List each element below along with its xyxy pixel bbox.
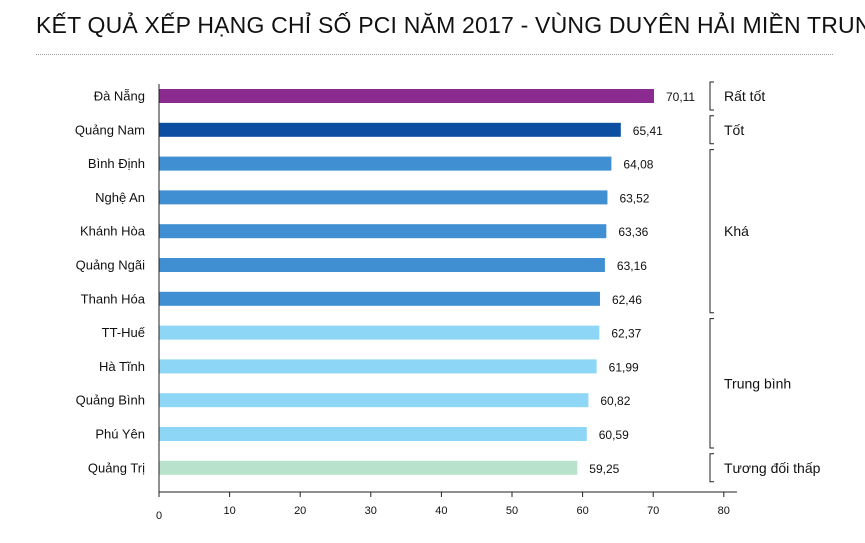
category-label: Hà Tĩnh (99, 359, 145, 374)
x-tick-label: 80 (718, 505, 730, 517)
category-label: TT-Huế (102, 325, 146, 340)
title-divider (36, 54, 833, 55)
data-label: 60,59 (599, 428, 629, 442)
chart-title: KẾT QUẢ XẾP HẠNG CHỈ SỐ PCI NĂM 2017 - V… (36, 12, 865, 38)
x-tick-label: 20 (294, 505, 306, 517)
group-bracket (709, 453, 714, 483)
bar (159, 190, 608, 205)
data-label: 63,36 (618, 225, 648, 239)
data-label: 63,16 (617, 259, 647, 273)
x-tick-label: 30 (365, 505, 377, 517)
category-label: Quảng Ngãi (76, 258, 145, 273)
data-label: 65,41 (633, 124, 663, 138)
bar (159, 393, 589, 408)
category-label: Quảng Nam (75, 122, 145, 137)
data-label: 61,99 (609, 360, 639, 374)
category-label: Quảng Bình (76, 393, 145, 408)
bar (159, 325, 600, 340)
group-label: Rất tốt (724, 88, 765, 104)
data-label: 63,52 (619, 191, 649, 205)
group-bracket (709, 115, 714, 145)
group-bracket (709, 318, 714, 449)
bar (159, 258, 605, 272)
rating-groups: Rất tốt Tốt Khá Trung bình Tương đối thấp (709, 81, 821, 483)
bar (159, 460, 578, 475)
group-label: Trung bình (724, 375, 791, 391)
data-label: 59,25 (589, 462, 619, 476)
data-label: 62,37 (611, 327, 641, 341)
group-label: Tốt (724, 122, 744, 138)
bar (159, 122, 621, 137)
data-label: 62,46 (612, 293, 642, 307)
x-tick-label: 0 (156, 510, 162, 522)
bars-layer: Đà Nẵng 70,11 Quảng Nam 65,41 Bình Định 64,08… (75, 89, 696, 476)
category-label: Phú Yên (95, 427, 145, 442)
bar (159, 359, 597, 374)
category-label: Nghệ An (95, 190, 145, 205)
group-label: Tương đối thấp (724, 460, 821, 476)
group-bracket (709, 149, 714, 314)
data-label: 70,11 (666, 90, 695, 104)
bar (159, 427, 587, 441)
x-tick-label: 40 (435, 505, 447, 517)
x-tick-label: 60 (576, 505, 588, 517)
x-tick-label: 70 (647, 505, 659, 517)
category-label: Khánh Hòa (80, 224, 146, 239)
category-label: Đà Nẵng (94, 89, 145, 104)
bar (159, 291, 600, 306)
x-tick-label: 50 (506, 505, 518, 517)
bar (159, 224, 607, 239)
category-label: Bình Định (88, 156, 145, 171)
data-label: 60,82 (600, 394, 630, 408)
x-tick-label: 10 (223, 505, 235, 517)
bar (159, 156, 612, 171)
category-label: Quảng Trị (88, 460, 145, 475)
x-axis: 0 10 20 30 40 50 60 70 80 (156, 84, 737, 522)
group-bracket (709, 81, 714, 111)
category-label: Thanh Hóa (81, 291, 146, 306)
data-label: 64,08 (623, 158, 653, 172)
bar (159, 89, 654, 103)
group-label: Khá (724, 223, 749, 239)
